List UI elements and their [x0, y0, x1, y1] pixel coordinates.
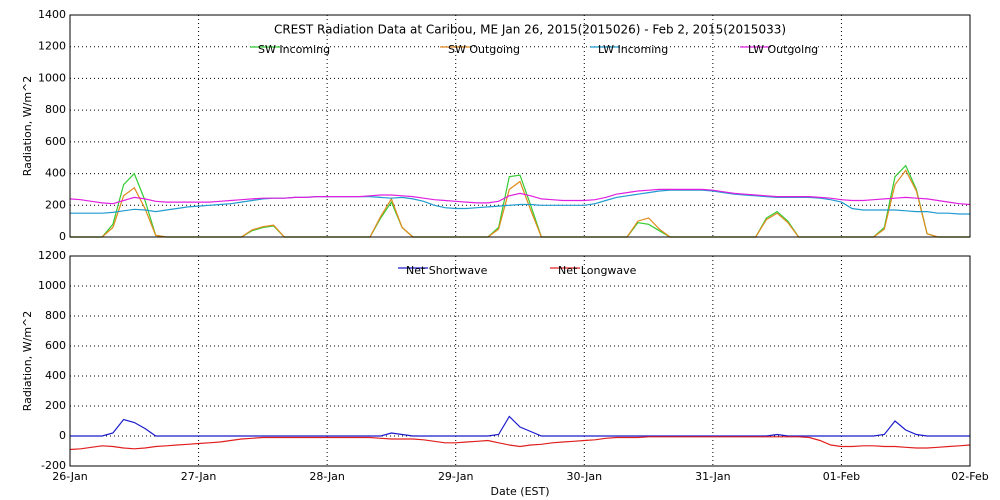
series-line	[70, 169, 970, 238]
y-axis-label: Radiation, W/m^2	[21, 76, 34, 177]
y-tick-label: 200	[45, 399, 66, 412]
y-tick-label: 600	[45, 135, 66, 148]
y-tick-label: 1000	[38, 279, 66, 292]
chart-title: CREST Radiation Data at Caribou, ME Jan …	[274, 23, 786, 37]
y-tick-label: 0	[59, 230, 66, 243]
y-tick-label: 1200	[38, 40, 66, 53]
legend-label: SW Incoming	[258, 43, 330, 56]
y-tick-label: 1400	[38, 8, 66, 21]
y-tick-label: 200	[45, 198, 66, 211]
x-tick-label: 30-Jan	[567, 470, 603, 483]
series-line	[70, 189, 970, 215]
x-tick-label: 01-Feb	[823, 470, 860, 483]
x-tick-label: 02-Feb	[951, 470, 988, 483]
plot-frame	[69, 14, 971, 238]
y-tick-label: 800	[45, 309, 66, 322]
y-axis-label: Radiation, W/m^2	[21, 311, 34, 412]
y-tick-label: 400	[45, 167, 66, 180]
y-tick-label: -200	[41, 459, 66, 472]
y-tick-label: 0	[59, 429, 66, 442]
series-line	[69, 436, 971, 451]
y-tick-label: 1000	[38, 71, 66, 84]
legend-label: Net Longwave	[558, 264, 637, 277]
series-line	[70, 164, 970, 238]
series-line	[70, 415, 970, 437]
x-tick-label: 28-Jan	[309, 470, 345, 483]
plot-frame	[69, 255, 971, 467]
y-tick-label: 800	[45, 103, 66, 116]
x-axis-label: Date (EST)	[490, 485, 549, 498]
legend-label: Net Shortwave	[406, 264, 488, 277]
y-tick-label: 400	[45, 369, 66, 382]
x-tick-label: 29-Jan	[438, 470, 474, 483]
legend-label: SW Outgoing	[448, 43, 520, 56]
legend-label: LW Outgoing	[748, 43, 818, 56]
legend-label: LW Incoming	[598, 43, 668, 56]
x-tick-label: 27-Jan	[181, 470, 217, 483]
y-tick-label: 1200	[38, 249, 66, 262]
y-tick-label: 600	[45, 339, 66, 352]
series-line	[69, 188, 971, 206]
x-tick-label: 26-Jan	[52, 470, 88, 483]
x-tick-label: 31-Jan	[695, 470, 731, 483]
